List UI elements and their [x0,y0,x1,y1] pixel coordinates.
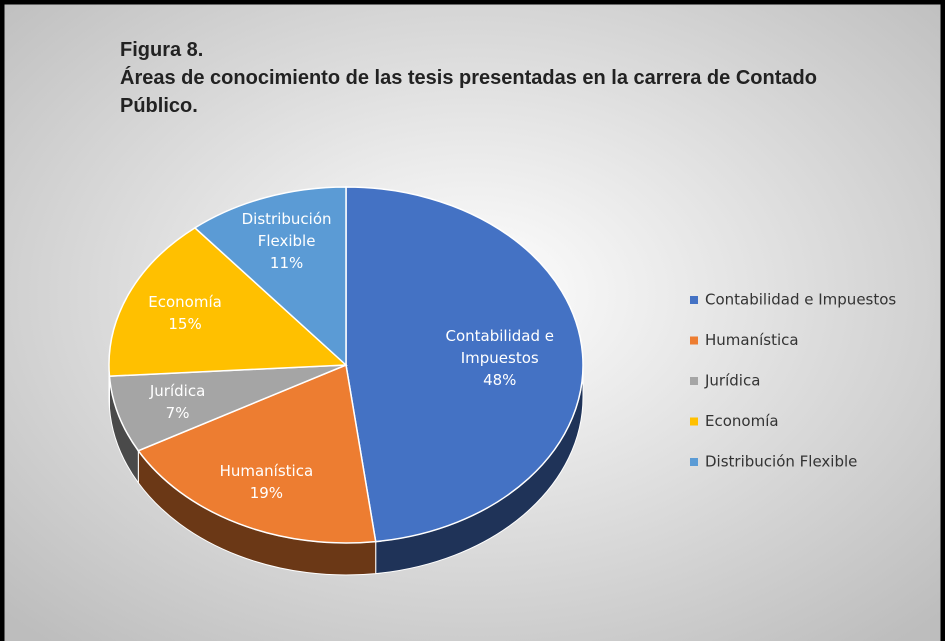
title-block: Figura 8. Áreas de conocimiento de las t… [120,36,860,120]
slice [108,226,348,377]
data-label-text: Contabilidad e Impuestos 48% [435,325,565,391]
legend-label: Distribución Flexible [705,453,857,471]
legend-label: Humanística [705,331,799,349]
legend-label: Contabilidad e Impuestos [705,291,896,309]
legend-swatch [690,458,698,466]
legend-swatch [690,377,698,385]
label-category: Contabilidad e Impuestos [445,326,554,367]
label-category: Distribución Flexible [241,210,332,251]
label-value: 7% [165,403,190,422]
data-label-text: Jurídica 7% [113,380,243,424]
data-label-text: Distribución Flexible 11% [222,208,352,274]
slice [137,363,377,544]
label-value: 19% [249,484,284,503]
data-label: Humanística 19% [201,460,331,504]
data-label: Contabilidad e Impuestos 48% [435,325,565,391]
label-category: Humanística [219,462,314,481]
data-label: Economía 15% [120,291,250,335]
data-label: Distribución Flexible 11% [222,208,352,274]
legend-swatch [690,417,698,426]
label-category: Economía [148,292,222,311]
legend-swatch [690,336,698,345]
data-label-text: Economía 15% [120,291,250,335]
slice [193,186,347,367]
slice [108,364,347,452]
legend-swatch [690,296,698,304]
data-label-text: Humanística 19% [201,460,331,504]
label-value: 48% [483,370,517,389]
legend-label: Jurídica [704,372,760,390]
slice [345,186,584,543]
chart-title: Figura 8. [120,39,204,61]
chart-subtitle: Áreas de conocimiento de las tesis prese… [120,67,817,117]
label-value: 11% [269,254,304,273]
label-category: Jurídica [149,381,206,400]
label-value: 15% [168,314,202,333]
legend-label: Economía [705,412,779,430]
data-label: Jurídica 7% [113,380,243,424]
